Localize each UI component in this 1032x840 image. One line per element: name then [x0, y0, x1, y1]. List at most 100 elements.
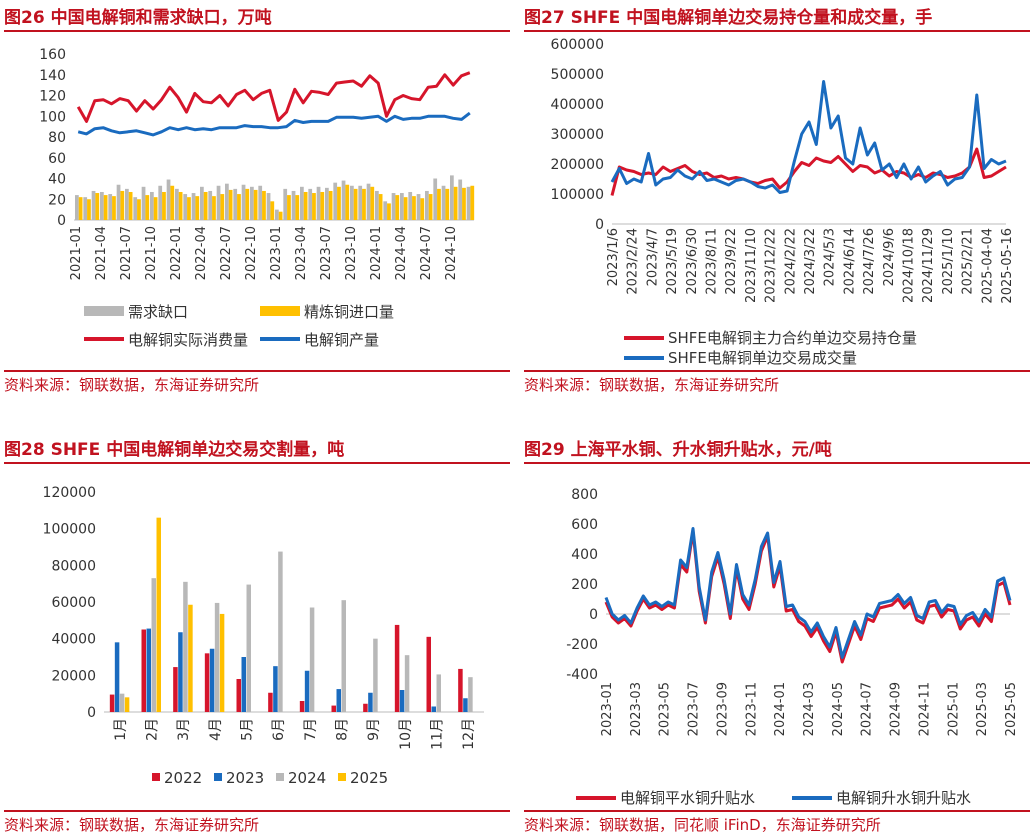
legend-swatch	[84, 306, 124, 316]
bar-demand-gap	[233, 188, 238, 220]
bar-refined-import	[120, 190, 125, 220]
bar-demand-gap	[208, 190, 213, 220]
bar-demand-gap	[416, 194, 421, 220]
x-tick-label: 2023-11	[744, 682, 759, 736]
panel-title: 图27 SHFE 中国电解铜单边交易持仓量和成交量，手	[524, 4, 1030, 32]
legend-label: SHFE电解铜单边交易成交量	[668, 349, 857, 367]
x-tick-label: 2023-01	[600, 682, 615, 736]
y-tick-label: 0	[595, 217, 604, 233]
bar-refined-import	[437, 188, 441, 220]
y-tick-label: 600	[571, 517, 598, 533]
bar-delivery-2023	[304, 670, 310, 712]
bar-delivery-2023	[431, 706, 436, 712]
bar-demand-gap	[383, 201, 388, 220]
y-tick-label: 500000	[551, 67, 604, 83]
bar-delivery-2025	[219, 613, 225, 712]
bar-refined-import	[353, 188, 358, 220]
panel-source: 资料来源：钢联数据，同花顺 iFinD，东海证券研究所	[524, 810, 1030, 836]
y-tick-label: -400	[566, 667, 598, 683]
bar-demand-gap	[175, 188, 179, 220]
x-tick-label: 2023/1/6	[606, 228, 621, 286]
x-tick-label: 2025-05-16	[1000, 228, 1015, 304]
bar-delivery-2022	[458, 668, 463, 712]
x-tick-label: 2023/11/10	[744, 228, 759, 303]
bar-demand-gap	[91, 190, 96, 220]
x-tick-label: 2月	[145, 718, 161, 741]
x-tick-label: 2024/6/14	[842, 228, 857, 295]
bar-refined-import	[203, 191, 208, 220]
bar-refined-import	[303, 191, 308, 220]
legend-label: 2023	[226, 769, 264, 787]
bar-refined-import	[78, 197, 83, 220]
bar-demand-gap	[350, 185, 354, 220]
bar-delivery-2023	[241, 657, 246, 712]
panel-open-interest-volume: 图27 SHFE 中国电解铜单边交易持仓量和成交量，手 0 100000 20000…	[524, 4, 1030, 396]
bar-delivery-2024	[436, 674, 441, 712]
y-tick-label: 40	[48, 172, 66, 188]
bar-delivery-2022	[331, 705, 336, 712]
x-tick-label: 5月	[240, 718, 256, 741]
bar-delivery-2022	[173, 667, 178, 712]
x-tick-label: 2024/7/26	[862, 228, 877, 295]
panel-source: 资料来源：钢联数据，东海证券研究所	[4, 810, 510, 836]
bar-refined-import	[453, 186, 458, 220]
y-tick-label: 0	[589, 607, 598, 623]
bar-refined-import	[153, 197, 158, 220]
x-tick-label: 2023/5/19	[665, 228, 680, 295]
bar-refined-import	[420, 198, 425, 220]
x-tick-label: 2024-10	[444, 226, 459, 280]
x-tick-label: 2022-04	[194, 226, 209, 280]
bar-refined-import	[462, 187, 466, 220]
bar-delivery-2024	[373, 638, 378, 712]
legend-swatch	[338, 773, 346, 781]
bar-delivery-2023	[399, 690, 405, 712]
bar-refined-import	[387, 203, 391, 220]
panel-title: 图29 上海平水铜、升水铜升贴水，元/吨	[524, 436, 1030, 464]
bar-demand-gap	[216, 185, 221, 220]
x-tick-label: 11月	[430, 718, 446, 750]
bar-refined-import	[362, 188, 366, 220]
y-tick-label: 60	[48, 151, 66, 167]
bar-delivery-2024	[341, 600, 346, 712]
bar-refined-import	[395, 195, 400, 220]
bar-refined-import	[162, 191, 166, 220]
x-tick-label: 2024/11/29	[921, 228, 936, 303]
y-tick-label: 200000	[551, 157, 604, 173]
bar-delivery-2022	[109, 694, 115, 712]
x-tick-label: 2023-07	[319, 226, 334, 280]
bar-refined-import	[278, 211, 283, 220]
y-tick-label: 0	[57, 213, 66, 229]
legend-label: 电解铜产量	[304, 331, 379, 349]
x-tick-label: 1月	[113, 718, 129, 741]
x-tick-label: 2023/9/22	[724, 228, 739, 295]
x-tick-label: 2024/2/22	[783, 228, 798, 295]
bar-delivery-2023	[209, 648, 215, 712]
bar-demand-gap	[116, 184, 121, 220]
x-tick-label: 10月	[398, 718, 414, 750]
bar-demand-gap	[425, 190, 429, 220]
bar-refined-import	[295, 195, 300, 220]
bar-refined-import	[378, 194, 383, 220]
y-tick-label: 600000	[551, 37, 604, 53]
x-tick-label: 2021-04	[94, 226, 109, 280]
x-tick-label: 2023/6/30	[685, 228, 700, 295]
bar-demand-gap	[158, 185, 163, 220]
x-tick-label: 2024-03	[802, 682, 817, 736]
y-tick-label: 800	[571, 487, 598, 503]
x-tick-label: 2023-09	[715, 682, 730, 736]
bar-delivery-2024	[404, 655, 410, 712]
bar-demand-gap	[275, 209, 279, 220]
bar-delivery-2022	[426, 636, 431, 712]
bar-demand-gap	[375, 190, 379, 220]
bar-demand-gap	[108, 194, 113, 220]
bar-delivery-2023	[114, 642, 120, 712]
y-tick-label: 80	[48, 130, 66, 146]
panel-source: 资料来源：钢联数据，东海证券研究所	[524, 370, 1030, 396]
x-tick-label: 2024-07	[419, 226, 434, 280]
chart-demand-gap: 0 20 40 60 80 100 120 140 160 2021-01 2021-04 2021-…	[39, 47, 475, 349]
panel-source: 资料来源：钢联数据，东海证券研究所	[4, 370, 510, 396]
x-tick-label: 2025/2/21	[961, 228, 976, 295]
chart-delivery-volume: 0 20000 40000 60000 80000 100000 120000 1月 2月 3月 4…	[43, 485, 484, 787]
bar-refined-import	[328, 190, 333, 220]
bar-delivery-2023	[368, 692, 373, 712]
